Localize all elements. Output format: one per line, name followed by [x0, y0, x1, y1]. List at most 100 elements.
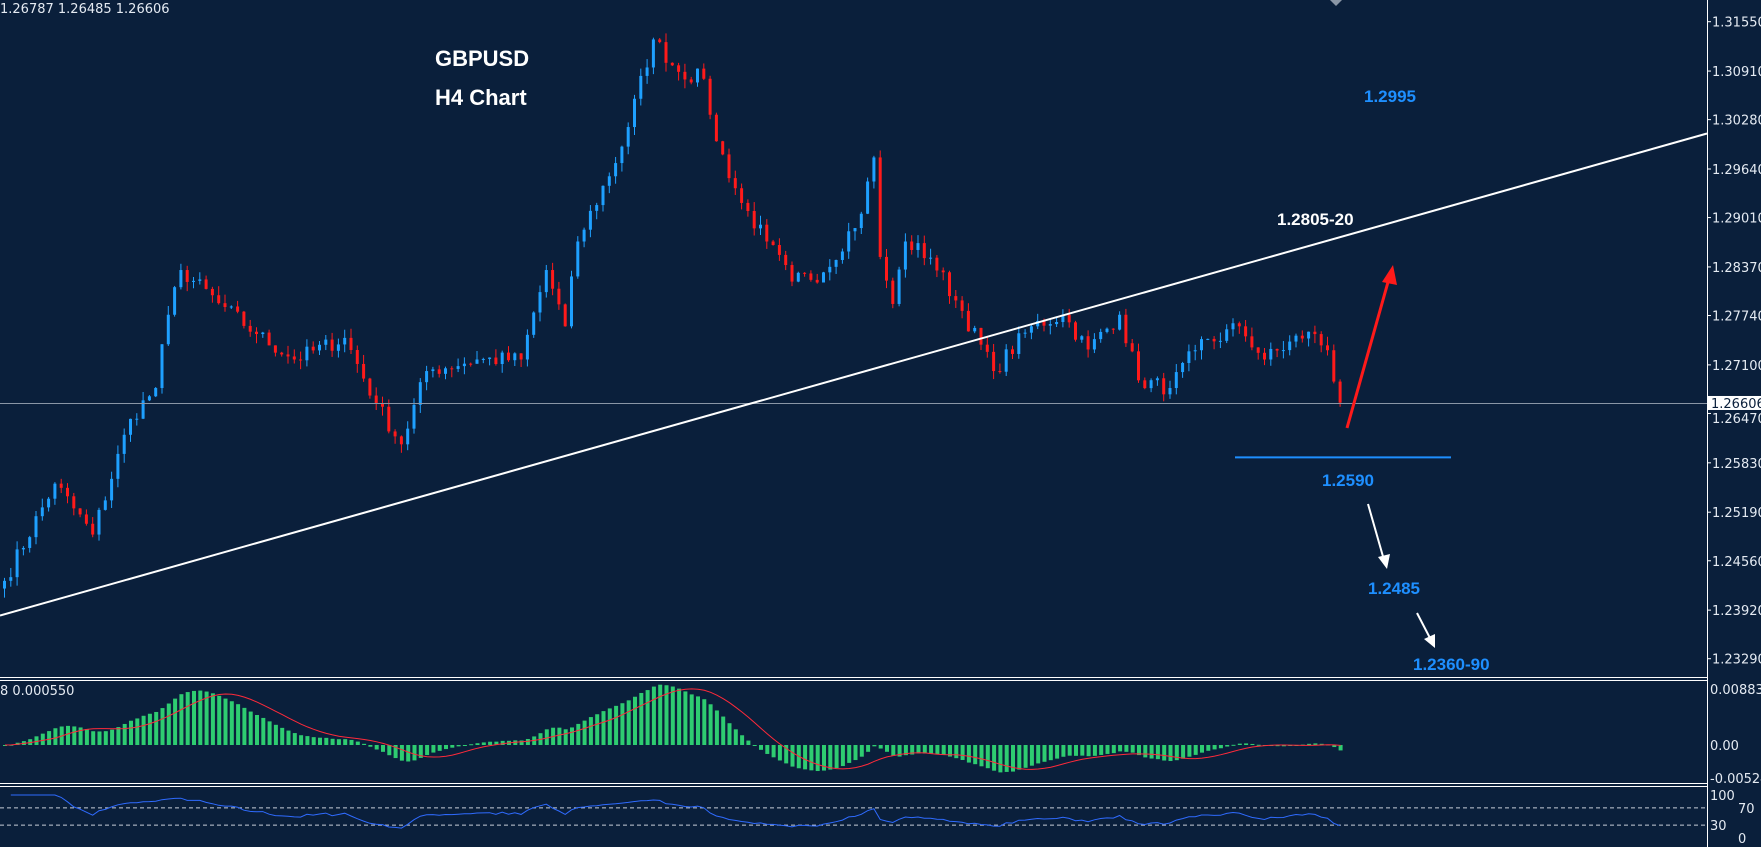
candle	[1124, 308, 1128, 347]
chart-title: GBPUSD	[435, 46, 529, 71]
candle	[59, 478, 63, 494]
candle-body	[1086, 336, 1090, 350]
candle-body	[840, 251, 844, 260]
candle	[242, 310, 246, 329]
macd-histogram-bar	[267, 721, 272, 745]
candle	[1332, 344, 1336, 384]
candle-body	[551, 270, 555, 289]
candle-body	[28, 537, 32, 548]
candle	[229, 305, 233, 309]
candle-body	[141, 400, 145, 419]
candle-body	[110, 478, 114, 501]
candle-body	[488, 357, 492, 359]
candle	[110, 471, 114, 508]
price-tick-label: 1.31550	[1712, 16, 1761, 31]
candle-body	[59, 483, 63, 488]
candle	[1200, 336, 1203, 360]
macd-histogram-bar	[1250, 743, 1255, 745]
macd-histogram-bar	[456, 745, 461, 747]
candle-body	[1206, 338, 1210, 340]
macd-histogram-bar	[1130, 745, 1135, 753]
candle-body	[204, 279, 208, 289]
candle-body	[242, 311, 246, 326]
candle-body	[822, 272, 825, 283]
macd-histogram-bar	[1099, 745, 1104, 755]
candle-body	[91, 523, 95, 535]
candle-body	[784, 254, 788, 266]
macd-histogram-bar	[185, 692, 190, 745]
price-axis[interactable]: 1.31550 1.30910 1.30280 1.29640 1.29010 1.283…	[1707, 16, 1761, 668]
candle-body	[15, 549, 19, 578]
candle-body	[966, 310, 970, 332]
chart-shift-marker-icon[interactable]	[1330, 0, 1342, 6]
candle	[570, 270, 573, 329]
candle	[1288, 335, 1292, 356]
candle	[1130, 338, 1134, 353]
candle-body	[689, 79, 693, 83]
macd-histogram-bar	[1149, 745, 1154, 759]
macd-histogram-bar	[670, 686, 675, 745]
candle-body	[343, 337, 347, 345]
macd-panel	[3, 684, 1343, 773]
candle	[941, 267, 945, 281]
candle-body	[1256, 347, 1260, 353]
candle-body	[1061, 314, 1065, 323]
macd-histogram-bar	[1256, 744, 1261, 746]
candle	[1263, 348, 1266, 366]
arrow-head-icon	[1378, 554, 1390, 569]
candle	[406, 421, 410, 451]
macd-histogram-bar	[1105, 745, 1110, 754]
macd-histogram-bar	[878, 745, 883, 749]
macd-histogram-bar	[910, 745, 915, 755]
candle-body	[34, 516, 38, 538]
candle	[551, 262, 555, 296]
candle	[192, 276, 195, 289]
candle-body	[1307, 331, 1311, 339]
macd-histogram-bar	[979, 745, 984, 767]
macd-histogram-bar	[1307, 743, 1312, 745]
macd-histogram-bar	[954, 745, 959, 759]
candle	[1149, 378, 1153, 393]
candle-body	[570, 276, 573, 327]
candle	[78, 508, 82, 518]
macd-histogram-bar	[847, 745, 852, 763]
macd-histogram-bar	[236, 704, 241, 745]
candle	[1212, 336, 1216, 350]
candle-body	[796, 272, 800, 282]
candle	[3, 577, 6, 598]
candle-body	[507, 352, 510, 361]
candle-body	[1326, 345, 1329, 351]
candle	[916, 235, 920, 258]
candle	[185, 265, 189, 292]
macd-histogram-bar	[1200, 745, 1204, 753]
candle-body	[261, 332, 265, 335]
candle-body	[1067, 314, 1071, 323]
candle-body	[639, 75, 643, 99]
candle	[752, 202, 756, 236]
candle-body	[519, 353, 523, 360]
candle	[1105, 327, 1109, 334]
macd-histogram-bar	[607, 708, 612, 745]
macd-histogram-bar	[437, 745, 442, 751]
macd-histogram-bar	[998, 745, 1003, 773]
candle-body	[362, 363, 366, 379]
candle	[1338, 379, 1342, 407]
candle-body	[588, 210, 592, 230]
candle-body	[1111, 328, 1115, 330]
macd-histogram-bar	[1174, 745, 1179, 761]
macd-histogram-bar	[387, 745, 392, 756]
ascending-trendline[interactable]	[0, 132, 1708, 617]
macd-histogram-bar	[116, 727, 121, 745]
candle-body	[431, 369, 435, 372]
macd-histogram-bar	[853, 745, 858, 761]
candle	[236, 300, 240, 314]
candle	[387, 399, 391, 434]
candle	[525, 329, 529, 367]
macd-histogram-bar	[922, 745, 927, 754]
candle-body	[922, 243, 926, 259]
candle	[607, 172, 611, 194]
macd-histogram-bar	[897, 745, 902, 757]
macd-histogram-bar	[217, 695, 222, 745]
candle	[1244, 320, 1248, 342]
